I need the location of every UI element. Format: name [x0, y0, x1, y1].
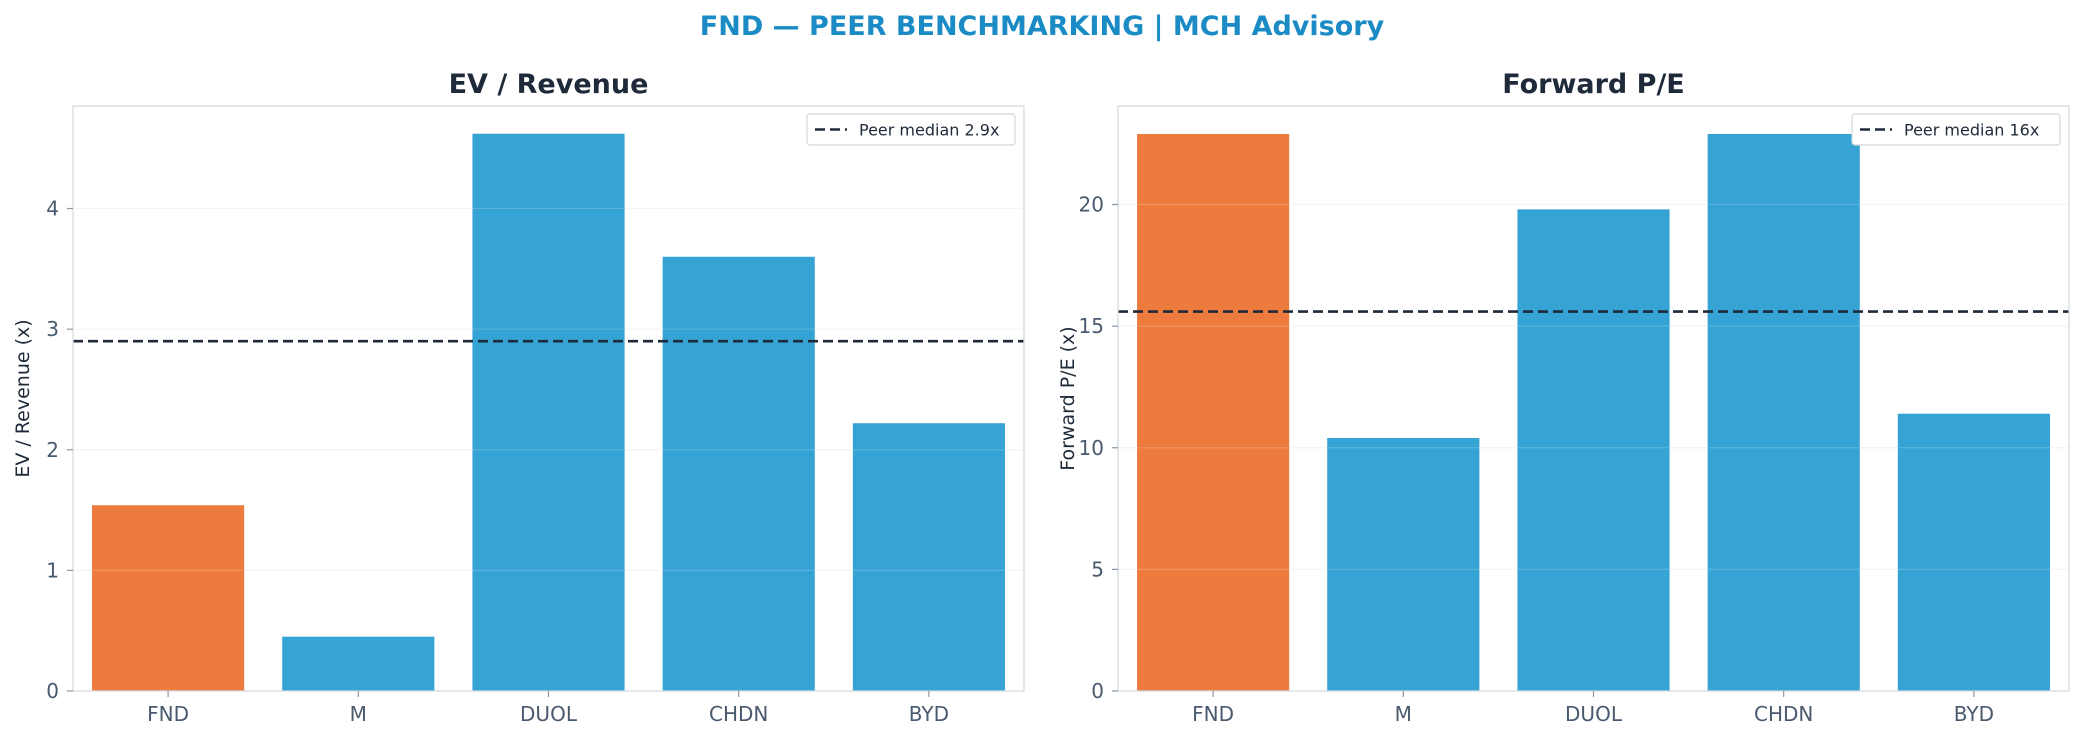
legend: Peer median 16x: [1851, 113, 2061, 146]
y-tick-label: 15: [1079, 314, 1104, 338]
bar-fnd: [1137, 133, 1290, 692]
legend-label: Peer median 16x: [1904, 121, 2039, 140]
y-tick-label: 4: [46, 197, 59, 221]
chart-forward-pe: 0 5 10 15 20 FND M DUOL CHDN BYD Forward P/E Forwar…: [1057, 69, 2070, 726]
y-tick-label: 2: [46, 438, 59, 462]
legend-box: [806, 113, 1016, 146]
figure-title: FND — PEER BENCHMARKING | MCH Advisory: [700, 11, 1385, 42]
bar-m: [1327, 438, 1480, 691]
bar-byd: [852, 423, 1005, 691]
x-tick-label-byd: BYD: [909, 702, 949, 726]
y-tick-label: 0: [46, 679, 59, 703]
x-tick-label-chdn: CHDN: [1754, 702, 1813, 726]
y-tick-label: 20: [1079, 193, 1104, 217]
x-tick-label-duol: DUOL: [1565, 702, 1623, 726]
bar-duol: [1517, 209, 1670, 692]
y-axis-label: Forward P/E (x): [1057, 326, 1079, 470]
x-tick-label-chdn: CHDN: [709, 702, 768, 726]
legend: Peer median 2.9x: [806, 113, 1016, 146]
legend-label: Peer median 2.9x: [859, 121, 999, 140]
bar-chdn: [1707, 133, 1860, 692]
bar-duol: [472, 133, 625, 692]
x-tick-label-fnd: FND: [1192, 702, 1234, 726]
bar-fnd: [92, 505, 245, 691]
chart-title: EV / Revenue: [449, 69, 649, 100]
legend-box: [1851, 113, 2061, 146]
y-tick-label: 10: [1079, 436, 1104, 460]
bar-chdn: [662, 256, 815, 691]
y-tick-label: 0: [1091, 679, 1104, 703]
y-tick-label: 3: [46, 317, 59, 341]
bar-m: [282, 636, 435, 691]
chart-title: Forward P/E: [1502, 69, 1685, 100]
y-tick-label: 5: [1091, 557, 1104, 581]
bar-byd: [1897, 413, 2050, 691]
x-tick-label-duol: DUOL: [520, 702, 578, 726]
y-tick-label: 1: [46, 558, 59, 582]
chart-ev-revenue: 0 1 2 3 4 FND M DUOL CHDN BYD EV / Revenue EV / Rev…: [12, 69, 1025, 726]
x-tick-label-byd: BYD: [1954, 702, 1994, 726]
x-tick-label-fnd: FND: [147, 702, 189, 726]
x-tick-label-m: M: [1395, 702, 1412, 726]
y-axis-label: EV / Revenue (x): [12, 319, 34, 477]
x-tick-label-m: M: [350, 702, 367, 726]
